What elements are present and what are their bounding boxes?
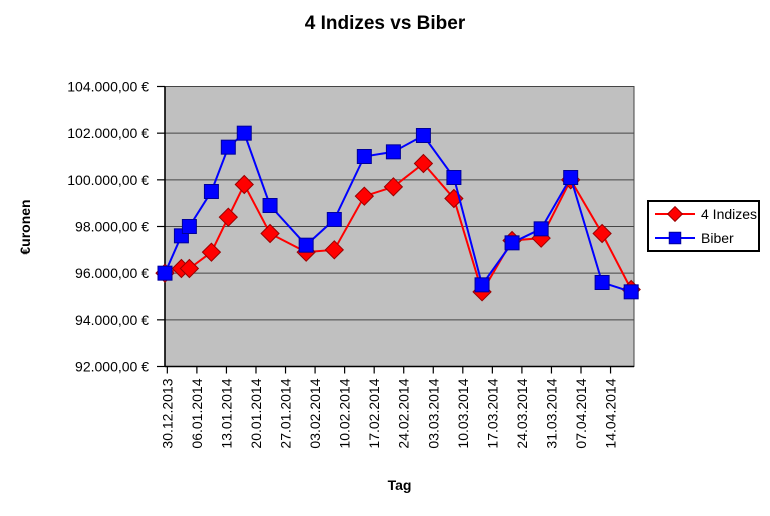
series-marker-square — [623, 284, 639, 300]
legend-label: 4 Indizes — [701, 206, 758, 222]
x-tick-label: 17.03.2014 — [484, 378, 500, 448]
series-marker-square — [298, 237, 314, 253]
x-tick-label: 27.01.2014 — [278, 378, 294, 448]
x-tick-label: 31.03.2014 — [543, 378, 559, 448]
x-tick-label: 13.01.2014 — [218, 378, 234, 448]
series-marker-diamond — [666, 206, 684, 222]
series-marker-diamond — [413, 153, 434, 174]
series-marker-square — [181, 219, 197, 234]
x-tick-label: 20.01.2014 — [248, 378, 264, 448]
y-tick-label: 102.000,00 € — [67, 125, 149, 141]
series-marker-square — [203, 184, 219, 199]
series-marker-square — [326, 212, 342, 227]
x-tick-label: 30.12.2013 — [159, 378, 175, 448]
y-tick-label: 104.000,00 € — [67, 79, 149, 95]
series-marker-diamond — [234, 174, 254, 195]
x-tick-label: 14.04.2014 — [603, 378, 619, 448]
series-marker-square — [446, 170, 462, 185]
chart-title: 4 Indizes vs Biber — [304, 13, 466, 34]
legend-item-biber: Biber — [649, 226, 758, 250]
series-marker-square — [385, 144, 401, 160]
x-tick-label: 03.02.2014 — [307, 378, 323, 448]
series-marker-diamond — [592, 223, 612, 244]
series-marker-diamond — [218, 207, 239, 227]
series-marker-square — [236, 125, 252, 141]
x-tick-label: 17.02.2014 — [366, 378, 382, 448]
series-marker-square — [474, 277, 490, 293]
x-tick-label: 06.01.2014 — [189, 378, 205, 448]
x-tick-label: 10.02.2014 — [337, 378, 353, 448]
x-tick-label: 07.04.2014 — [573, 378, 589, 448]
series-marker-square — [563, 170, 579, 185]
legend-item-4-indizes: 4 Indizes — [649, 202, 758, 226]
x-tick-label: 10.03.2014 — [455, 378, 471, 448]
y-tick-label: 98.000,00 € — [75, 219, 149, 235]
legend: 4 Indizes Biber — [647, 200, 760, 252]
series-marker-square — [220, 139, 236, 155]
series-marker-diamond — [354, 186, 375, 206]
series-marker-square — [668, 231, 682, 245]
series-marker-diamond — [179, 258, 200, 279]
legend-square-marker-icon — [655, 231, 695, 245]
series-marker-diamond — [324, 240, 345, 260]
series-marker-square — [356, 149, 372, 164]
x-tick-label: 24.03.2014 — [514, 378, 530, 448]
y-tick-label: 96.000,00 € — [75, 265, 149, 281]
series-marker-square — [157, 265, 173, 281]
series-marker-square — [504, 235, 520, 251]
y-tick-label: 100.000,00 € — [67, 172, 149, 188]
series-marker-square — [262, 198, 278, 213]
x-axis-title: Tag — [387, 477, 412, 493]
series-marker-square — [533, 221, 549, 237]
series-marker-square — [415, 128, 431, 143]
x-tick-label: 03.03.2014 — [425, 378, 441, 448]
series-marker-diamond — [260, 223, 280, 244]
series-marker-diamond — [383, 177, 404, 197]
y-tick-label: 94.000,00 € — [75, 312, 149, 328]
legend-label: Biber — [701, 230, 734, 246]
y-tick-label: 92.000,00 € — [75, 359, 149, 375]
series-marker-square — [594, 275, 610, 290]
series-marker-diamond — [201, 242, 222, 262]
x-tick-label: 24.02.2014 — [396, 378, 412, 448]
legend-diamond-marker-icon — [655, 206, 695, 222]
